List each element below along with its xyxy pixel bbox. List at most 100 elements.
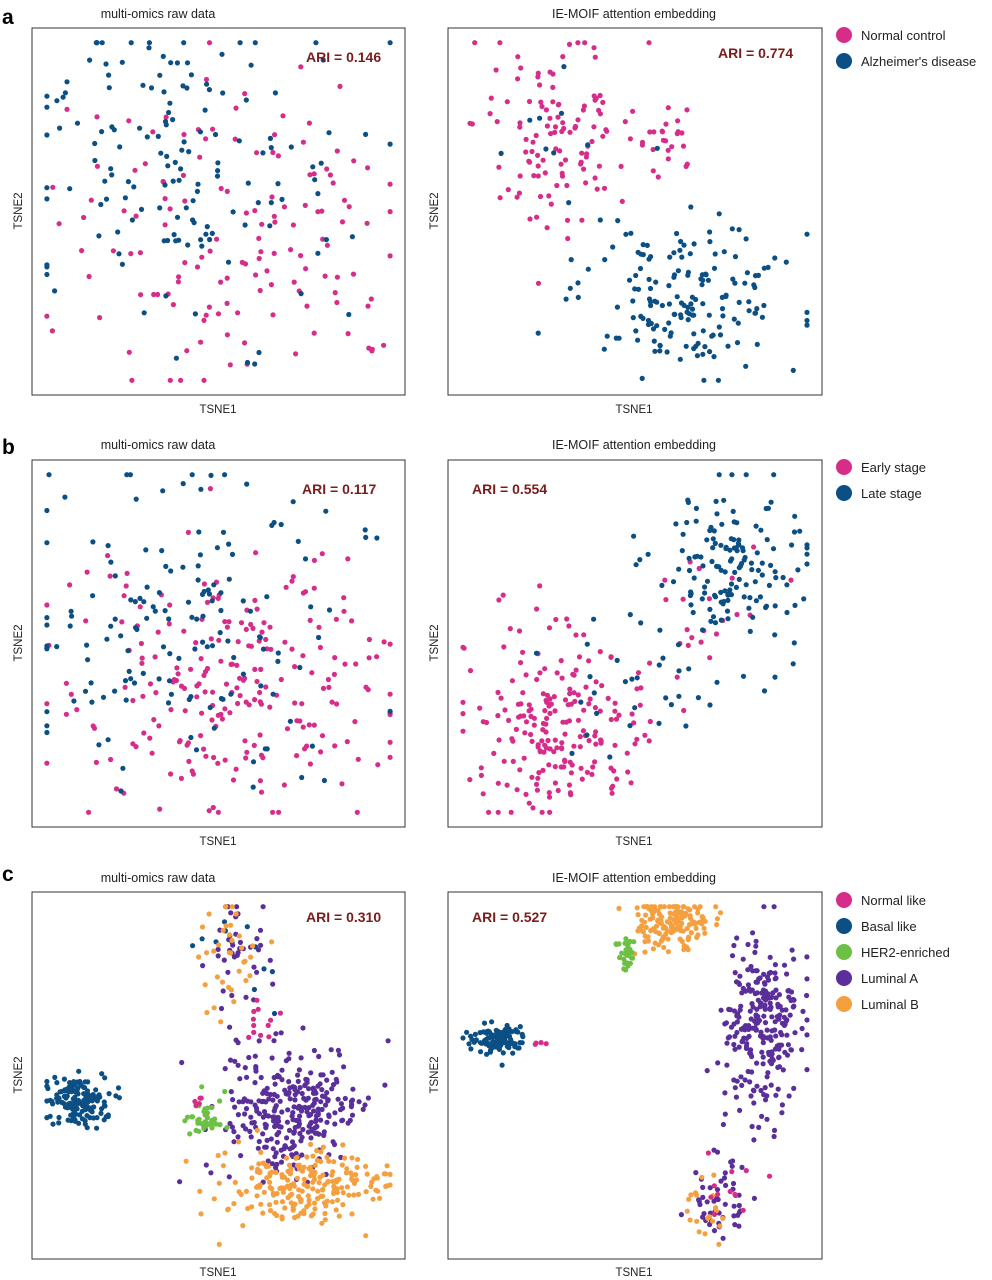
scatter-point bbox=[186, 149, 192, 155]
scatter-point bbox=[320, 57, 326, 63]
scatter-point bbox=[482, 1038, 488, 1044]
scatter-point bbox=[264, 746, 270, 752]
scatter-point bbox=[308, 604, 314, 610]
scatter-point bbox=[561, 64, 567, 70]
scatter-point bbox=[552, 737, 558, 743]
scatter-point bbox=[579, 776, 585, 782]
scatter-point bbox=[204, 950, 210, 956]
scatter-point bbox=[272, 1123, 278, 1130]
scatter-point bbox=[575, 280, 581, 286]
scatter-point bbox=[162, 608, 168, 614]
scatter-point bbox=[227, 1057, 234, 1063]
scatter-point bbox=[477, 1030, 483, 1036]
scatter-point bbox=[151, 717, 157, 723]
scatter-point bbox=[370, 1196, 376, 1202]
scatter-point bbox=[489, 1019, 495, 1025]
scatter-point bbox=[791, 1003, 797, 1009]
scatter-point bbox=[207, 248, 213, 254]
scatter-point bbox=[659, 302, 666, 309]
scatter-point bbox=[206, 808, 212, 814]
x-axis-label: TSNE1 bbox=[199, 404, 236, 416]
scatter-point bbox=[789, 947, 795, 953]
scatter-point bbox=[170, 178, 176, 184]
scatter-point bbox=[219, 716, 225, 722]
scatter-point bbox=[187, 1131, 193, 1137]
scatter-point bbox=[260, 1098, 267, 1104]
scatter-point bbox=[640, 252, 646, 258]
scatter-point bbox=[790, 996, 796, 1003]
scatter-point bbox=[91, 725, 98, 731]
scatter-point bbox=[784, 582, 790, 588]
scatter-point bbox=[801, 596, 807, 602]
scatter-point bbox=[770, 546, 777, 552]
scatter-point bbox=[766, 582, 773, 589]
scatter-point bbox=[221, 957, 227, 963]
scatter-point bbox=[197, 129, 203, 135]
scatter-point bbox=[520, 690, 526, 696]
scatter-point bbox=[188, 734, 194, 741]
scatter-point bbox=[105, 543, 111, 549]
scatter-point bbox=[312, 1097, 318, 1103]
scatter-point bbox=[716, 472, 722, 478]
scatter-point bbox=[71, 1108, 78, 1114]
scatter-point bbox=[277, 1010, 283, 1016]
plot-title: IE-MOIF attention embedding bbox=[552, 7, 716, 21]
scatter-point bbox=[718, 589, 724, 596]
scatter-point bbox=[773, 575, 779, 581]
scatter-point bbox=[731, 942, 737, 949]
scatter-point bbox=[248, 621, 254, 628]
scatter-point bbox=[604, 333, 610, 339]
scatter-point bbox=[671, 274, 677, 280]
scatter-point bbox=[804, 561, 810, 567]
scatter-point bbox=[242, 91, 248, 97]
scatter-point bbox=[157, 806, 163, 812]
scatter-point bbox=[368, 296, 374, 302]
x-axis-label: TSNE1 bbox=[615, 404, 652, 416]
scatter-point bbox=[326, 1112, 332, 1118]
scatter-point bbox=[80, 1103, 86, 1109]
scatter-point bbox=[214, 236, 220, 242]
scatter-point bbox=[750, 930, 756, 936]
scatter-point bbox=[745, 941, 751, 948]
scatter-point bbox=[329, 1172, 335, 1178]
scatter-point bbox=[264, 594, 270, 600]
scatter-point bbox=[632, 705, 638, 711]
scatter-point bbox=[721, 598, 727, 605]
scatter-point bbox=[569, 750, 575, 757]
scatter-point bbox=[622, 940, 628, 946]
scatter-point bbox=[365, 303, 371, 309]
scatter-point bbox=[244, 1074, 250, 1080]
scatter-point bbox=[44, 196, 50, 202]
scatter-point bbox=[699, 282, 705, 288]
scatter-point bbox=[224, 624, 230, 630]
scatter-point bbox=[166, 678, 173, 684]
scatter-point bbox=[622, 119, 628, 125]
scatter-point bbox=[314, 1148, 320, 1154]
scatter-point bbox=[724, 1040, 730, 1046]
scatter-point bbox=[319, 208, 325, 214]
scatter-point bbox=[267, 704, 273, 710]
scatter-point bbox=[296, 1162, 302, 1168]
scatter-point bbox=[679, 548, 685, 554]
scatter-point bbox=[81, 1091, 87, 1097]
scatter-point bbox=[346, 204, 352, 210]
scatter-point bbox=[688, 301, 694, 307]
scatter-point bbox=[799, 1047, 805, 1053]
scatter-point bbox=[249, 1175, 255, 1181]
scatter-point bbox=[168, 691, 174, 697]
scatter-point bbox=[517, 173, 523, 179]
scatter-point bbox=[731, 1008, 738, 1014]
scatter-point bbox=[275, 181, 281, 187]
scatter-point bbox=[772, 962, 779, 968]
scatter-point bbox=[689, 635, 695, 641]
scatter-point bbox=[369, 346, 375, 352]
scatter-point bbox=[519, 1040, 525, 1046]
scatter-point bbox=[502, 707, 508, 713]
scatter-point bbox=[500, 1050, 506, 1056]
scatter-point bbox=[687, 907, 693, 913]
scatter-point bbox=[308, 1112, 314, 1118]
scatter-point bbox=[157, 205, 163, 211]
scatter-point bbox=[257, 689, 263, 696]
scatter-point bbox=[323, 237, 329, 243]
scatter-point bbox=[760, 1033, 767, 1040]
